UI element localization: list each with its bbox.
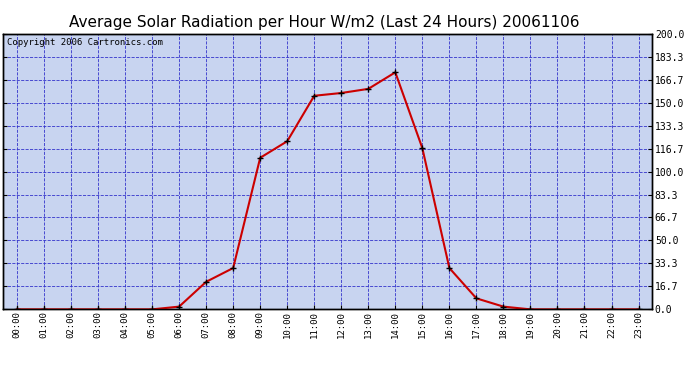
Text: Copyright 2006 Cartronics.com: Copyright 2006 Cartronics.com xyxy=(7,38,163,47)
Text: Average Solar Radiation per Hour W/m2 (Last 24 Hours) 20061106: Average Solar Radiation per Hour W/m2 (L… xyxy=(69,15,580,30)
